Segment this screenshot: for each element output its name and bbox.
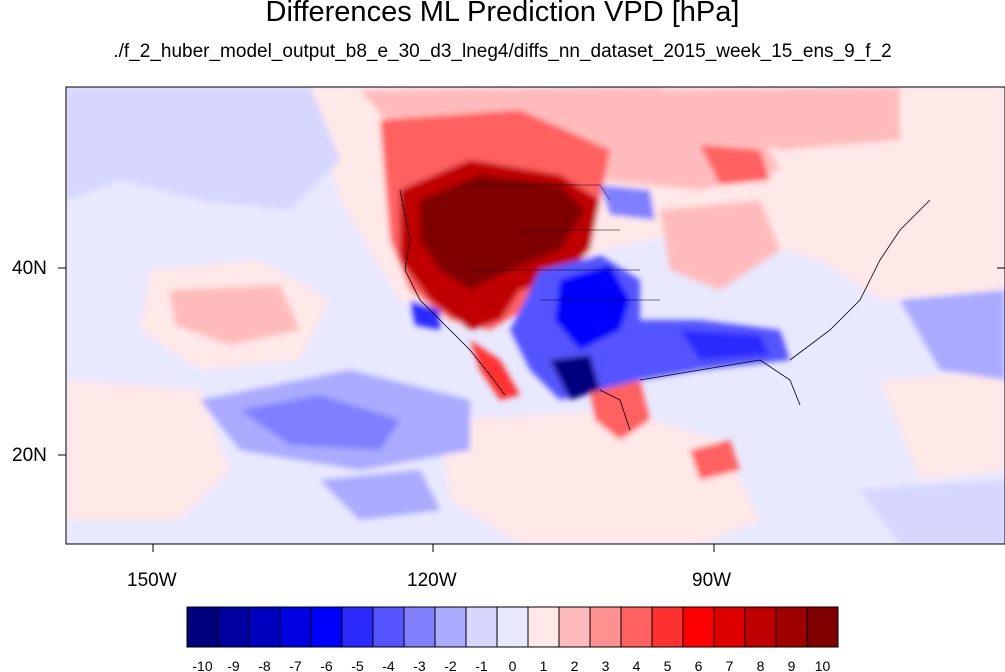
colorbar-swatch (186, 606, 219, 648)
vpd-difference-map (58, 86, 1005, 552)
colorbar-tick-label: 1 (540, 658, 548, 672)
colorbar-tick-label: 8 (757, 658, 765, 672)
colorbar-tick-label: 5 (664, 658, 672, 672)
lat-label-20n: 20N (12, 445, 47, 466)
colorbar-tick-label: 4 (633, 658, 641, 672)
colorbar-swatch (775, 606, 808, 648)
colorbar-tick-label: -5 (351, 658, 364, 672)
lon-label-120w: 120W (407, 570, 457, 591)
colorbar-tick-label: -10 (192, 658, 212, 672)
colorbar-tick-label: -6 (320, 658, 333, 672)
colorbar-tick-label: -2 (444, 658, 457, 672)
colorbar-tick-label: 10 (815, 658, 831, 672)
colorbar-swatch (682, 606, 715, 648)
lat-label-40n: 40N (12, 258, 47, 279)
colorbar-tick-label: 7 (726, 658, 734, 672)
colorbar-tick-label: 3 (602, 658, 610, 672)
colorbar-swatch (527, 606, 560, 648)
colorbar-tick-label: -7 (289, 658, 302, 672)
lon-label-150w: 150W (127, 570, 177, 591)
colorbar-swatch (465, 606, 498, 648)
colorbar-swatch (589, 606, 622, 648)
colorbar-swatch (310, 606, 343, 648)
colorbar-swatch (744, 606, 777, 648)
colorbar-tick-label: -9 (227, 658, 240, 672)
colorbar-tick-label: -3 (413, 658, 426, 672)
lon-label-90w: 90W (692, 570, 732, 591)
colorbar-swatch (248, 606, 281, 648)
map-field (66, 87, 1005, 544)
colorbar-tick-label: 9 (788, 658, 796, 672)
colorbar-swatch (496, 606, 529, 648)
chart-title: Differences ML Prediction VPD [hPa] (265, 0, 740, 28)
colorbar-swatch (403, 606, 436, 648)
colorbar-tick-label: -4 (382, 658, 395, 672)
colorbar-tick-label: -8 (258, 658, 271, 672)
colorbar-swatch (279, 606, 312, 648)
colorbar-swatch (217, 606, 250, 648)
chart-subtitle: ./f_2_huber_model_output_b8_e_30_d3_lneg… (113, 41, 892, 62)
colorbar-swatch (434, 606, 467, 648)
colorbar-swatch (558, 606, 591, 648)
colorbar-tick-label: 2 (571, 658, 579, 672)
colorbar-swatch (713, 606, 746, 648)
colorbar-tick-label: 0 (509, 658, 517, 672)
colorbar-tick-label: -1 (475, 658, 488, 672)
colorbar-swatch (372, 606, 405, 648)
colorbar-swatch (806, 606, 839, 648)
colorbar-tick-label: 6 (695, 658, 703, 672)
colorbar-swatch (341, 606, 374, 648)
colorbar-swatch (651, 606, 684, 648)
colorbar-swatch (620, 606, 653, 648)
